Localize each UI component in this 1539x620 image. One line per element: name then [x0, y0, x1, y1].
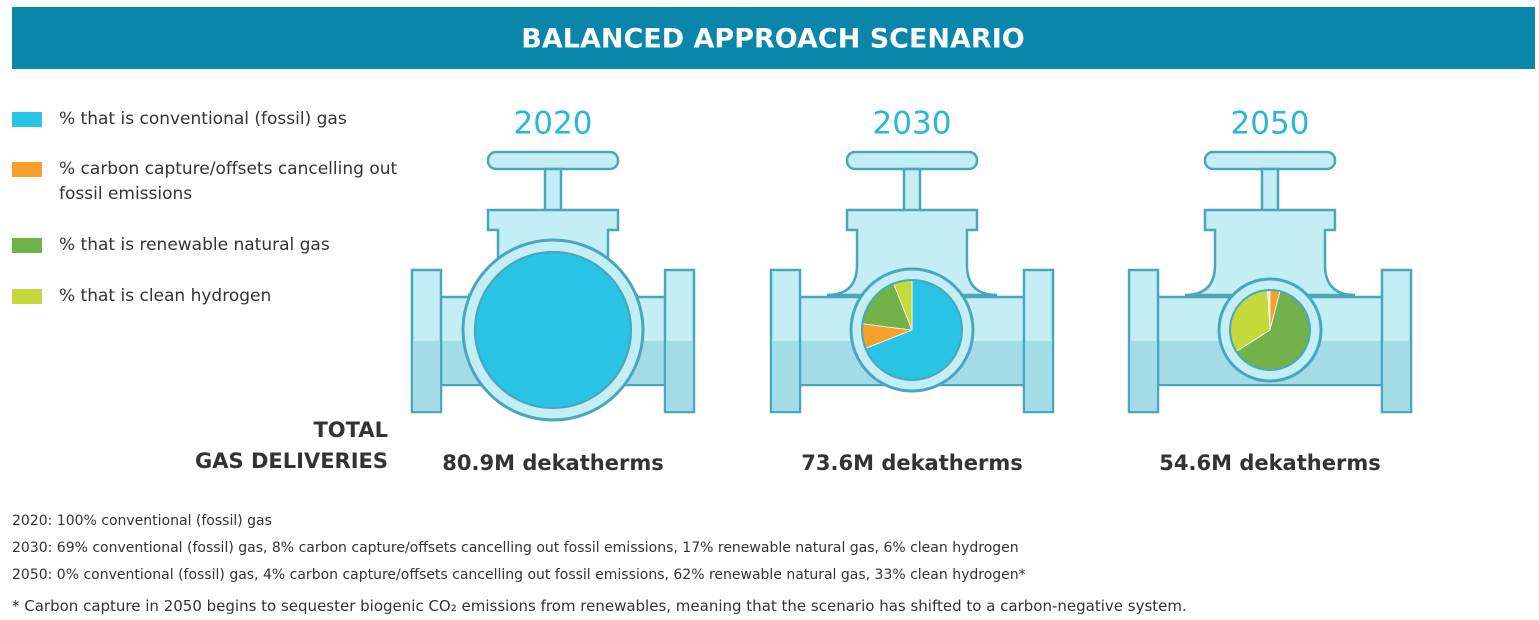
note: 2020: 100% conventional (fossil) gas — [12, 513, 272, 529]
footnote: * Carbon capture in 2050 begins to seque… — [12, 597, 1187, 615]
valve-stem — [543, 167, 563, 213]
legend-label: % that is renewable natural gas — [59, 235, 330, 255]
total-value: 54.6M dekatherms — [1159, 451, 1380, 475]
valve-handle — [845, 150, 979, 171]
chart-title: 2050 — [1231, 106, 1310, 142]
total-label: GAS DELIVERIES — [195, 449, 388, 473]
pie-outline — [474, 251, 632, 409]
legend-label: % carbon capture/offsets cancelling out … — [59, 159, 398, 204]
flange-shade — [413, 341, 440, 411]
pie-outline — [861, 279, 963, 381]
flange-shade — [1025, 341, 1052, 411]
valve-handle — [1203, 150, 1337, 171]
header-bar — [12, 7, 1535, 69]
legend-swatch — [12, 112, 42, 127]
flange-shade — [1383, 341, 1410, 411]
legend-swatch — [12, 162, 42, 177]
note: 2050: 0% conventional (fossil) gas, 4% c… — [12, 567, 1026, 583]
header-title: BALANCED APPROACH SCENARIO — [521, 24, 1024, 55]
legend-swatch — [12, 289, 42, 304]
total-label: TOTAL — [313, 418, 388, 442]
flange-shade — [772, 341, 799, 411]
valve-stem — [902, 167, 922, 213]
chart-title: 2020 — [514, 106, 593, 142]
valve-stem — [1260, 167, 1280, 213]
flange-shade — [666, 341, 693, 411]
flange-shade — [1130, 341, 1157, 411]
valve-body — [1184, 208, 1356, 297]
note: 2030: 69% conventional (fossil) gas, 8% … — [12, 540, 1019, 556]
chart-title: 2030 — [873, 106, 952, 142]
valve-body — [826, 208, 998, 297]
legend-label: % that is conventional (fossil) gas — [59, 109, 347, 129]
legend-label: % that is clean hydrogen — [59, 286, 272, 306]
valve-handle — [486, 150, 620, 171]
total-value: 80.9M dekatherms — [442, 451, 663, 475]
total-value: 73.6M dekatherms — [801, 451, 1022, 475]
legend-swatch — [12, 238, 42, 253]
pie-outline — [1229, 289, 1311, 371]
